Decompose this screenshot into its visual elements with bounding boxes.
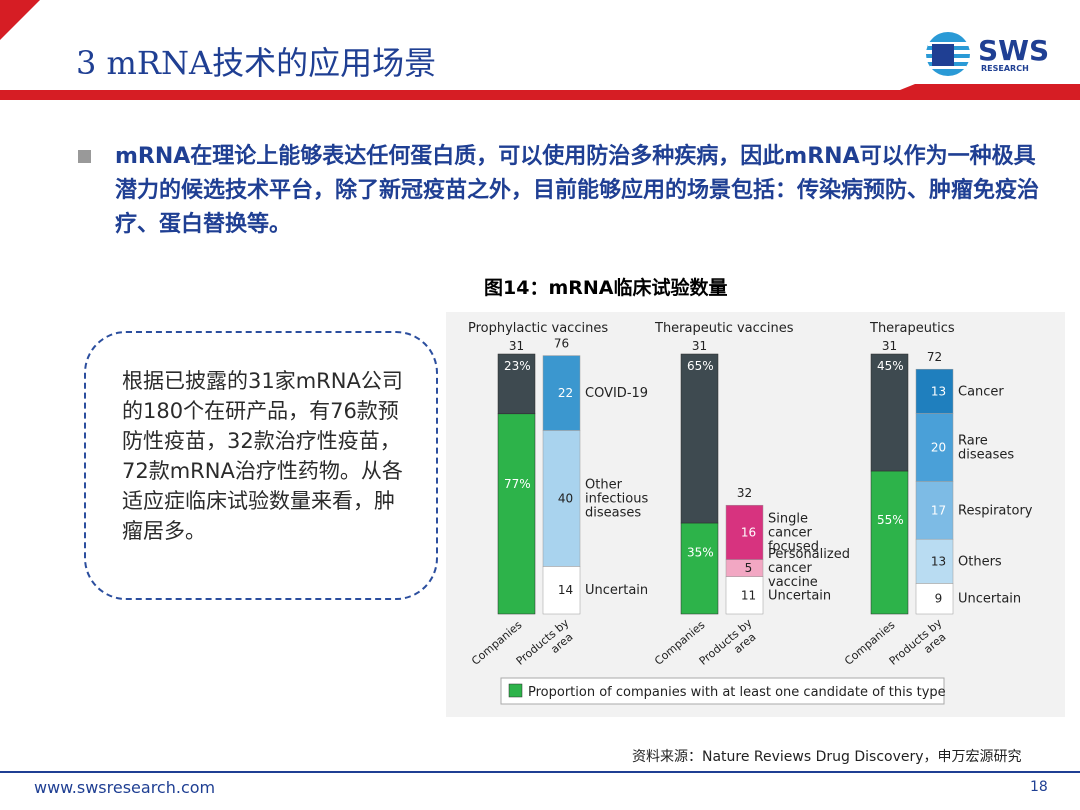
source-note: 资料来源：Nature Reviews Drug Discovery，申万宏源研… — [632, 749, 1022, 765]
companies-pct-label-therapeutic-vaccines-0: 35% — [687, 546, 714, 560]
products-bar-segment-therapeutics-1 — [915, 538, 954, 584]
companies-bar-segment-therapeutic-vaccines-0 — [680, 522, 719, 615]
products-category-label-therapeutics-4-0: Cancer — [958, 384, 1004, 399]
bullet-marker-icon — [78, 150, 91, 163]
products-value-label-therapeutic-vaccines-0: 11 — [741, 588, 756, 602]
products-total-prophylactic-vaccines: 76 — [554, 337, 569, 351]
header-bar-slant — [900, 84, 1080, 90]
products-category-label-therapeutic-vaccines-2-0: Single — [768, 511, 808, 526]
header-accent-bar — [0, 84, 1080, 100]
products-category-label-therapeutic-vaccines-0-0: Uncertain — [768, 588, 831, 603]
legend-box — [500, 677, 945, 705]
products-category-label-prophylactic-vaccines-1-0: Other — [585, 477, 623, 492]
products-total-therapeutic-vaccines: 32 — [737, 486, 752, 500]
products-value-label-therapeutics-3: 20 — [931, 440, 946, 454]
companies-pct-label-therapeutics-1: 45% — [877, 359, 904, 373]
companies-pct-label-therapeutic-vaccines-1: 65% — [687, 359, 714, 373]
products-category-label-therapeutics-2-0: Respiratory — [958, 503, 1033, 518]
products-value-label-therapeutics-0: 9 — [935, 592, 943, 606]
companies-bar-segment-therapeutics-1 — [870, 353, 909, 472]
products-value-label-therapeutics-1: 13 — [931, 554, 946, 568]
products-category-label-therapeutics-3-0: Rare — [958, 433, 988, 448]
products-category-label-prophylactic-vaccines-0-0: Uncertain — [585, 583, 648, 598]
products-value-label-prophylactic-vaccines-1: 40 — [558, 491, 573, 505]
callout-box — [84, 331, 438, 600]
companies-total-therapeutics: 31 — [882, 339, 897, 353]
footer-url[interactable]: www.swsresearch.com — [34, 778, 216, 797]
group-title-therapeutics: Therapeutics — [869, 321, 955, 336]
companies-pct-label-prophylactic-vaccines-1: 23% — [504, 359, 531, 373]
companies-bar-segment-prophylactic-vaccines-1 — [497, 353, 536, 415]
logo-text: SWS — [978, 34, 1049, 67]
figure-caption: 图14：mRNA临床试验数量 — [484, 277, 728, 299]
products-value-label-prophylactic-vaccines-2: 22 — [558, 386, 573, 400]
companies-pct-label-therapeutics-0: 55% — [877, 513, 904, 527]
page-title: 3 mRNA技术的应用场景 — [76, 44, 437, 82]
companies-bar-segment-therapeutic-vaccines-1 — [680, 353, 719, 524]
products-bar-segment-prophylactic-vaccines-1 — [542, 430, 581, 567]
products-category-label-therapeutics-1-0: Others — [958, 554, 1002, 569]
products-category-label-therapeutic-vaccines-2-1: cancer — [768, 525, 812, 540]
products-bar-segment-therapeutic-vaccines-2 — [725, 504, 764, 560]
mrna-trials-chart: Prophylactic vaccines 77% 23% 31 14 Uncertain… — [468, 321, 1033, 705]
sws-logo: SWS RESEARCH — [924, 30, 1064, 80]
legend-label: Proportion of companies with at least on… — [528, 685, 946, 700]
header-accent-corner — [0, 0, 40, 40]
companies-bar-segment-prophylactic-vaccines-0 — [497, 413, 536, 615]
products-value-label-prophylactic-vaccines-0: 14 — [558, 583, 573, 597]
legend-swatch — [508, 683, 523, 698]
products-bar-segment-therapeutics-2 — [915, 481, 954, 540]
products-category-label-therapeutics-3-1: diseases — [958, 447, 1014, 462]
products-category-label-therapeutics-0-0: Uncertain — [958, 592, 1021, 607]
page-number: 18 — [1030, 779, 1048, 795]
products-category-label-therapeutic-vaccines-1-0: Personalized — [768, 547, 850, 562]
products-bar-segment-therapeutics-0 — [915, 583, 954, 615]
companies-bar-segment-therapeutics-0 — [870, 470, 909, 615]
sws-logo-icon: SWS RESEARCH — [926, 32, 1049, 76]
products-bar-segment-therapeutics-3 — [915, 413, 954, 482]
group-title-therapeutic-vaccines: Therapeutic vaccines — [654, 321, 794, 336]
products-value-label-therapeutic-vaccines-2: 16 — [741, 525, 756, 539]
products-category-label-therapeutic-vaccines-1-2: vaccine — [768, 575, 818, 590]
products-category-label-prophylactic-vaccines-1-1: infectious — [585, 491, 648, 506]
products-value-label-therapeutics-4: 13 — [931, 384, 946, 398]
chart-panel: Prophylactic vaccines 77% 23% 31 14 Uncertain… — [446, 312, 1065, 717]
products-value-label-therapeutics-2: 17 — [931, 503, 946, 517]
products-bar-segment-therapeutics-4 — [915, 368, 954, 414]
logo-subtext: RESEARCH — [981, 64, 1029, 73]
products-category-label-prophylactic-vaccines-1-2: diseases — [585, 505, 641, 520]
group-title-prophylactic-vaccines: Prophylactic vaccines — [468, 321, 608, 336]
footer-divider — [0, 771, 1080, 773]
products-category-label-prophylactic-vaccines-2-0: COVID-19 — [585, 386, 648, 401]
products-bar-segment-prophylactic-vaccines-2 — [542, 355, 581, 431]
products-value-label-therapeutic-vaccines-1: 5 — [745, 561, 753, 575]
companies-pct-label-prophylactic-vaccines-0: 77% — [504, 477, 531, 491]
companies-total-therapeutic-vaccines: 31 — [692, 339, 707, 353]
bullet-text: mRNA在理论上能够表达任何蛋白质，可以使用防治多种疾病，因此mRNA可以作为一… — [115, 144, 1040, 237]
products-category-label-therapeutic-vaccines-2-2: focused — [768, 539, 819, 554]
products-total-therapeutics: 72 — [927, 350, 942, 364]
callout-text: 根据已披露的31家mRNA公司的180个在研产品，有76款预防性疫苗，32款治疗… — [122, 369, 403, 543]
companies-total-prophylactic-vaccines: 31 — [509, 339, 524, 353]
products-category-label-therapeutic-vaccines-1-1: cancer — [768, 561, 812, 576]
products-bar-segment-therapeutic-vaccines-0 — [725, 576, 764, 615]
products-bar-segment-prophylactic-vaccines-0 — [542, 566, 581, 615]
